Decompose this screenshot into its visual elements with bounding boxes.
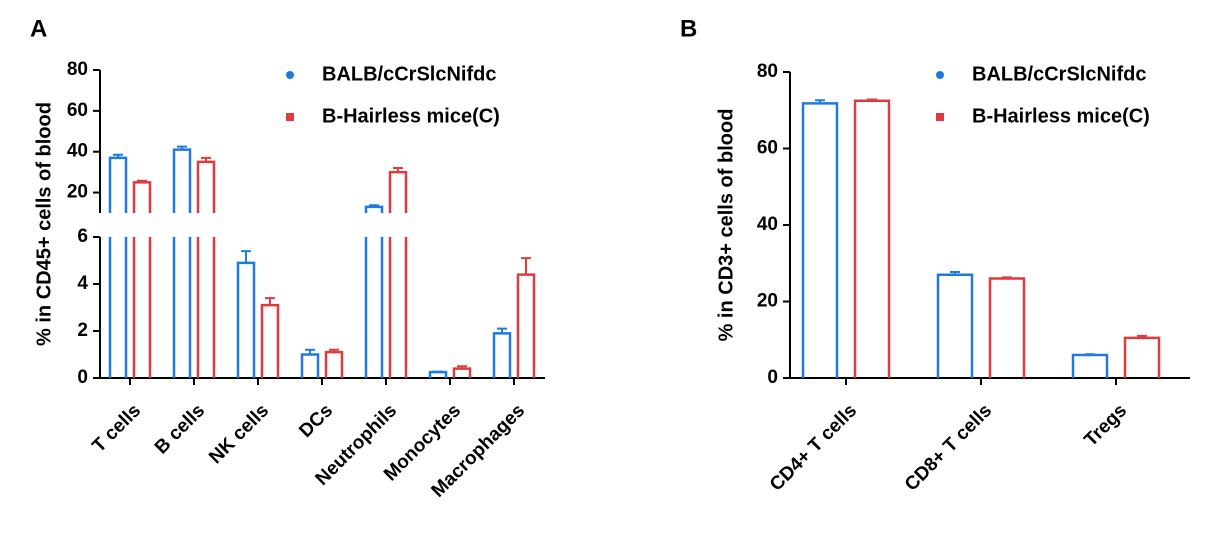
- bar: [801, 102, 839, 378]
- x-tick-label: Tregs: [1080, 400, 1131, 451]
- bar: [516, 273, 536, 378]
- panel-label: A: [30, 15, 47, 42]
- x-tick-label: DCs: [295, 400, 337, 442]
- x-tick-label: T cells: [88, 400, 145, 457]
- bar: [196, 237, 216, 378]
- error-bar: [1002, 276, 1012, 279]
- bar: [452, 367, 472, 378]
- error-bar: [329, 348, 339, 353]
- y-tick-label: 4: [77, 273, 88, 294]
- bar: [1123, 336, 1161, 378]
- y-tick-label: 60: [757, 138, 778, 159]
- legend-marker: [936, 71, 944, 79]
- bar: [260, 303, 280, 378]
- error-bar: [201, 156, 211, 162]
- y-tick-label: 80: [757, 61, 778, 82]
- y-tick-label: 60: [67, 100, 88, 121]
- error-bar: [305, 348, 315, 355]
- legend-label: B-Hairless mice(C): [322, 105, 500, 127]
- error-bar: [1085, 353, 1095, 356]
- error-bar: [950, 271, 960, 275]
- y-tick-label: 40: [757, 214, 778, 235]
- error-bar: [113, 153, 123, 158]
- error-bar: [393, 167, 403, 173]
- legend-label: BALB/cCrSlcNifdc: [322, 63, 496, 85]
- error-bar: [1137, 334, 1147, 338]
- bar: [172, 237, 192, 378]
- y-axis-title: % in CD45+ cells of blood: [33, 102, 55, 346]
- y-tick-label: 40: [67, 141, 88, 162]
- y-tick-label: 20: [757, 291, 778, 312]
- error-bar: [369, 204, 379, 207]
- bar: [388, 237, 408, 378]
- bar: [132, 181, 152, 213]
- panel-label: B: [680, 15, 697, 42]
- error-bar: [241, 250, 251, 263]
- y-tick-label: 0: [77, 367, 88, 388]
- error-bar: [867, 98, 877, 101]
- bar: [936, 273, 974, 378]
- bar: [108, 156, 128, 213]
- error-bar: [457, 365, 467, 369]
- bar: [324, 350, 344, 378]
- y-axis-title: % in CD3+ cells of blood: [715, 109, 737, 342]
- bar: [388, 170, 408, 213]
- y-tick-label: 20: [67, 182, 88, 203]
- bar: [853, 99, 891, 378]
- y-tick-label: 6: [77, 226, 88, 247]
- error-bar: [137, 179, 147, 183]
- bar: [132, 237, 152, 378]
- error-bar: [497, 327, 507, 334]
- bar: [1071, 353, 1109, 378]
- legend-marker: [286, 113, 294, 121]
- y-tick-label: 0: [767, 367, 778, 388]
- bar: [364, 205, 384, 213]
- legend-label: BALB/cCrSlcNifdc: [972, 63, 1146, 85]
- y-tick-label: 2: [77, 320, 88, 341]
- bar: [988, 277, 1026, 378]
- bar: [172, 148, 192, 213]
- legend-label: B-Hairless mice(C): [972, 105, 1150, 127]
- error-bar: [177, 145, 187, 150]
- error-bar: [265, 297, 275, 306]
- legend-marker: [936, 113, 944, 121]
- bar: [196, 160, 216, 213]
- x-tick-label: B cells: [151, 400, 209, 458]
- error-bar: [521, 257, 531, 275]
- bar: [364, 237, 384, 378]
- error-bar: [815, 99, 825, 104]
- bar: [236, 261, 256, 378]
- x-tick-label: NK cells: [205, 400, 273, 468]
- legend-marker: [286, 71, 294, 79]
- y-tick-label: 80: [67, 59, 88, 80]
- x-tick-label: CD8+ T cells: [901, 400, 996, 495]
- bar: [108, 237, 128, 378]
- bar: [300, 353, 320, 378]
- bar: [492, 332, 512, 378]
- x-tick-label: CD4+ T cells: [766, 400, 861, 495]
